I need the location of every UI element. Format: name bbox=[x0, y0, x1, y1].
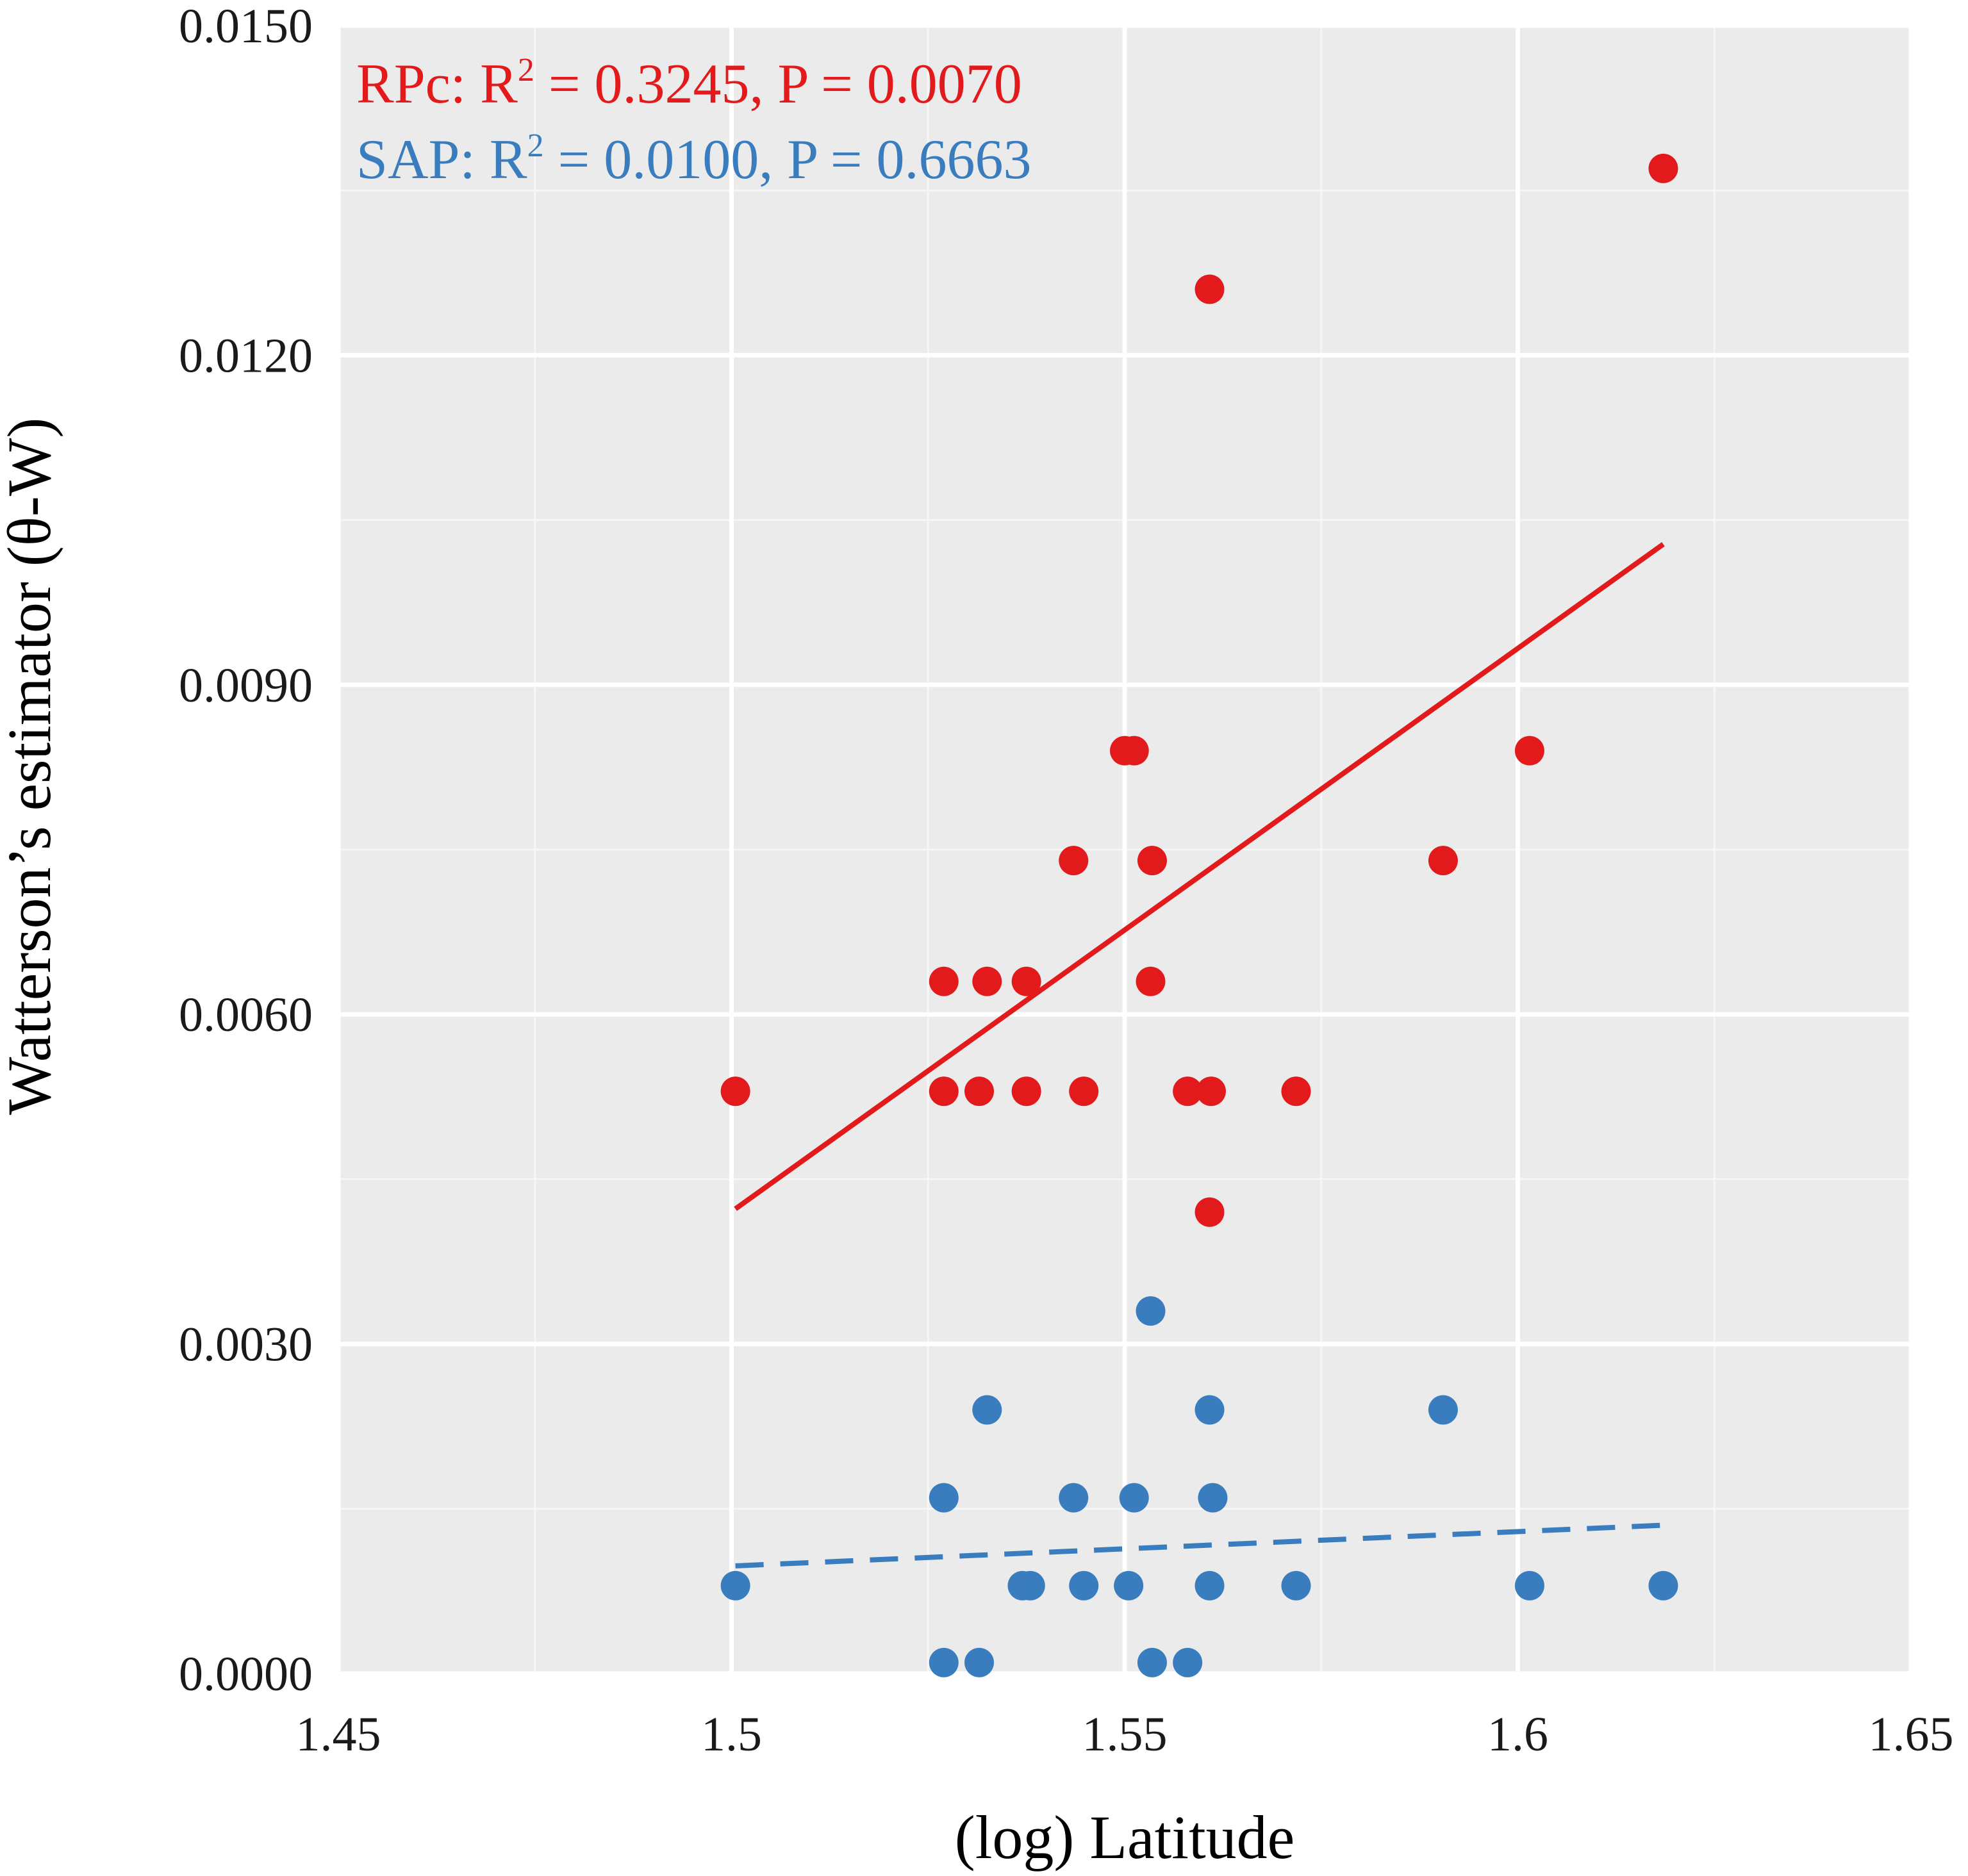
major-gridlines bbox=[336, 23, 1914, 1676]
sap-point bbox=[929, 1647, 959, 1677]
rpc-point bbox=[720, 1076, 750, 1107]
x-tick-label: 1.45 bbox=[296, 1707, 381, 1761]
data-points bbox=[720, 153, 1678, 1677]
rpc-point bbox=[1119, 736, 1149, 766]
sap-point bbox=[1198, 1483, 1228, 1513]
legend-rpc-stats: = 0.3245, P = 0.0070 bbox=[534, 53, 1022, 115]
x-tick-label: 1.55 bbox=[1082, 1707, 1168, 1761]
legend-sap-superscript: 2 bbox=[527, 128, 544, 164]
sap-point bbox=[1281, 1570, 1311, 1600]
rpc-point bbox=[929, 1076, 959, 1107]
y-tick-label: 0.0000 bbox=[179, 1647, 313, 1701]
rpc-point bbox=[1069, 1076, 1099, 1107]
x-axis-title: (log) Latitude bbox=[955, 1803, 1294, 1872]
rpc-point bbox=[1648, 153, 1678, 183]
y-tick-label: 0.0030 bbox=[179, 1318, 313, 1372]
legend-rpc-superscript: 2 bbox=[518, 52, 534, 88]
rpc-point bbox=[1137, 846, 1167, 876]
rpc-point bbox=[1514, 736, 1544, 766]
legend-entry-sap: SAP: R2 = 0.0100, P = 0.6663 bbox=[356, 128, 1032, 191]
sap-point bbox=[972, 1395, 1002, 1425]
rpc-point bbox=[1059, 846, 1089, 876]
sap-trend-line bbox=[735, 1522, 1664, 1568]
y-tick-label: 0.0090 bbox=[179, 659, 313, 712]
sap-point bbox=[1514, 1570, 1544, 1600]
y-tick-label: 0.0150 bbox=[179, 0, 313, 53]
y-axis-tick-labels: 0.0000 0.0030 0.0060 0.0090 0.0120 0.0150 bbox=[179, 0, 313, 1701]
sap-point bbox=[1119, 1483, 1149, 1513]
y-tick-label: 0.0120 bbox=[179, 329, 313, 383]
legend-sap-label: SAP: R bbox=[356, 129, 527, 191]
sap-point bbox=[1114, 1570, 1144, 1600]
rpc-point bbox=[972, 966, 1002, 996]
sap-point bbox=[1069, 1570, 1099, 1600]
y-tick-label: 0.0060 bbox=[179, 988, 313, 1042]
sap-point bbox=[1428, 1395, 1458, 1425]
sap-point bbox=[1059, 1483, 1089, 1513]
sap-point bbox=[1195, 1395, 1225, 1425]
sap-point bbox=[1137, 1647, 1167, 1677]
sap-point bbox=[1015, 1570, 1045, 1600]
x-axis-tick-labels: 1.45 1.5 1.55 1.6 1.65 bbox=[296, 1707, 1954, 1761]
rpc-point bbox=[1011, 1076, 1041, 1107]
rpc-point bbox=[1281, 1076, 1311, 1107]
rpc-point bbox=[1195, 274, 1225, 304]
rpc-point bbox=[1173, 1076, 1203, 1107]
rpc-point bbox=[964, 1076, 995, 1107]
sap-point bbox=[964, 1647, 995, 1677]
trend-lines bbox=[734, 542, 1665, 1568]
sap-point bbox=[1648, 1570, 1678, 1600]
rpc-point bbox=[1011, 966, 1041, 996]
legend-sap-stats: = 0.0100, P = 0.6663 bbox=[544, 129, 1032, 191]
legend-entry-rpc: RPc: R2 = 0.3245, P = 0.0070 bbox=[356, 52, 1022, 115]
x-tick-label: 1.5 bbox=[701, 1707, 762, 1761]
rpc-point bbox=[929, 966, 959, 996]
rpc-trend-line bbox=[734, 542, 1665, 1211]
sap-point bbox=[1195, 1570, 1225, 1600]
x-tick-label: 1.6 bbox=[1487, 1707, 1548, 1761]
x-tick-label: 1.65 bbox=[1869, 1707, 1954, 1761]
y-axis-title: Watterson’s estimator (θ-W) bbox=[0, 418, 63, 1115]
legend: RPc: R2 = 0.3245, P = 0.0070 SAP: R2 = 0… bbox=[356, 52, 1032, 191]
legend-rpc-label: RPc: R bbox=[356, 53, 518, 115]
rpc-point bbox=[1136, 966, 1166, 996]
sap-point bbox=[1136, 1296, 1166, 1326]
rpc-point bbox=[1195, 1197, 1225, 1227]
sap-point bbox=[929, 1483, 959, 1513]
sap-point bbox=[1173, 1647, 1203, 1677]
sap-point bbox=[720, 1570, 750, 1600]
rpc-point bbox=[1196, 1076, 1226, 1107]
rpc-point bbox=[1428, 846, 1458, 876]
